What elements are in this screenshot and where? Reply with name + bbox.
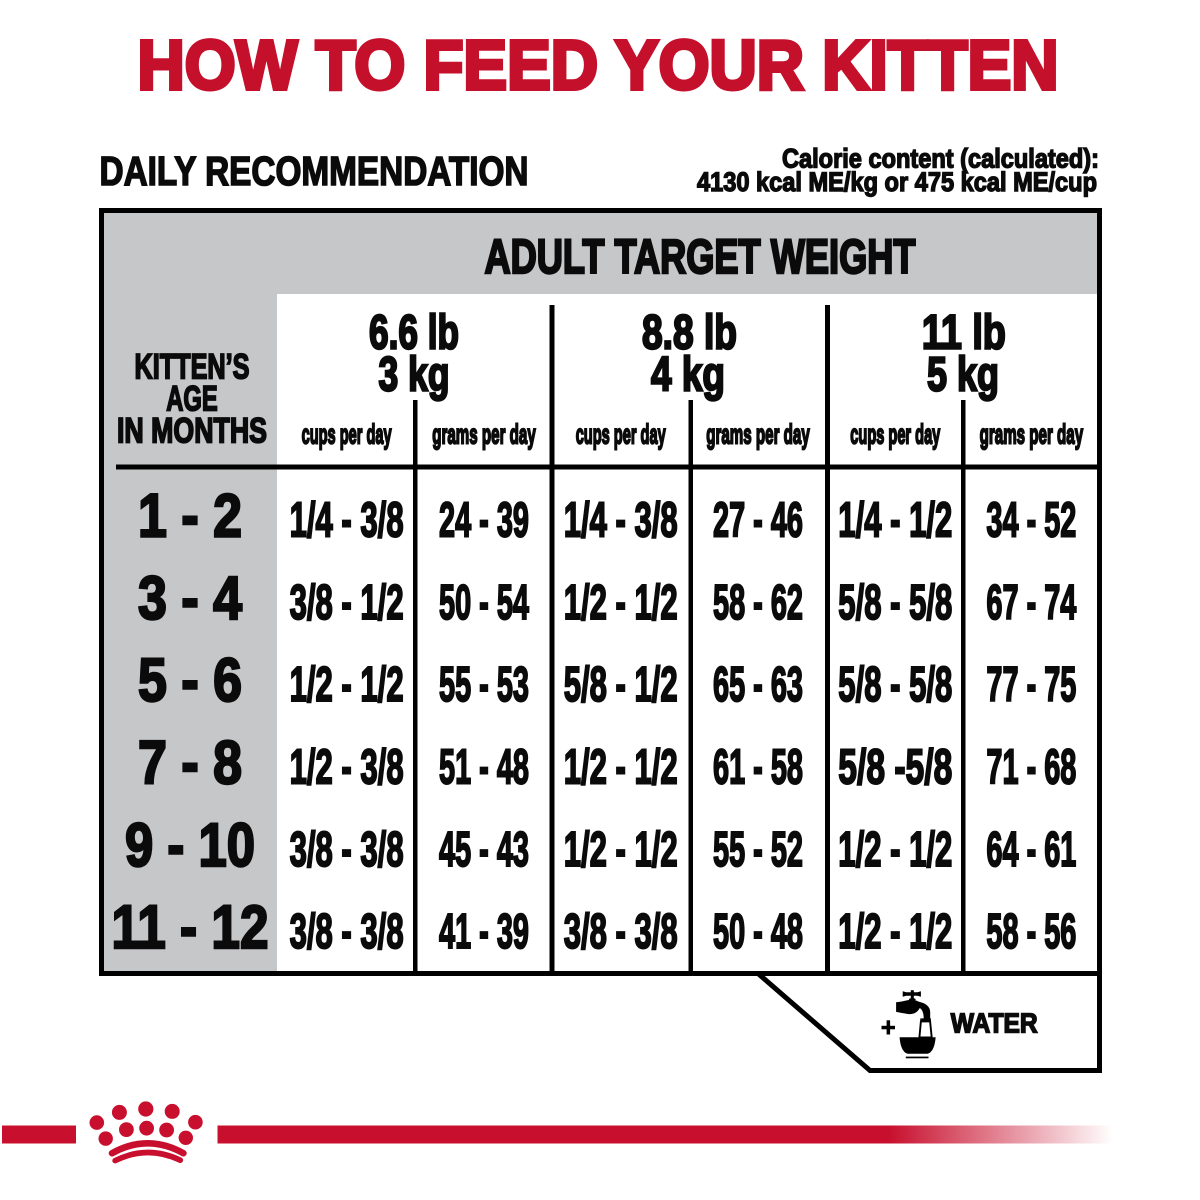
svg-text:1/2 - 1/2: 1/2 - 1/2 xyxy=(838,823,952,877)
svg-text:11 lb: 11 lb xyxy=(922,306,1006,360)
svg-text:grams per day: grams per day xyxy=(980,419,1084,450)
svg-text:3/8 - 3/8: 3/8 - 3/8 xyxy=(564,905,678,959)
svg-text:1/2 - 1/2: 1/2 - 1/2 xyxy=(838,905,952,959)
svg-text:6.6 lb: 6.6 lb xyxy=(369,306,459,360)
svg-text:64 - 61: 64 - 61 xyxy=(986,823,1076,877)
svg-text:HOW TO FEED YOUR KITTEN: HOW TO FEED YOUR KITTEN xyxy=(138,26,1059,104)
svg-text:1/2 - 1/2: 1/2 - 1/2 xyxy=(290,658,404,712)
svg-text:1/2 - 1/2: 1/2 - 1/2 xyxy=(564,741,678,795)
svg-text:grams per day: grams per day xyxy=(706,419,810,450)
svg-text:4 kg: 4 kg xyxy=(651,348,725,402)
svg-text:65 - 63: 65 - 63 xyxy=(713,658,803,712)
svg-text:1/4 - 1/2: 1/4 - 1/2 xyxy=(838,494,952,548)
svg-text:WATER: WATER xyxy=(951,1008,1038,1039)
svg-text:24 - 39: 24 - 39 xyxy=(439,494,529,548)
svg-text:cups per day: cups per day xyxy=(302,419,392,450)
svg-text:7 - 8: 7 - 8 xyxy=(138,729,242,797)
svg-text:3 - 4: 3 - 4 xyxy=(138,564,242,632)
svg-text:3/8 - 3/8: 3/8 - 3/8 xyxy=(290,905,404,959)
svg-text:58 - 62: 58 - 62 xyxy=(713,576,803,630)
svg-text:4130 kcal ME/kg or 475 kcal ME: 4130 kcal ME/kg or 475 kcal ME/cup xyxy=(697,167,1097,197)
svg-text:5 - 6: 5 - 6 xyxy=(138,646,242,714)
svg-text:AGE: AGE xyxy=(166,380,218,419)
svg-text:9 - 10: 9 - 10 xyxy=(125,811,255,879)
svg-text:50 - 54: 50 - 54 xyxy=(439,576,529,630)
svg-text:KITTEN’S: KITTEN’S xyxy=(135,348,250,387)
svg-text:58 - 56: 58 - 56 xyxy=(986,905,1076,959)
svg-text:45 - 43: 45 - 43 xyxy=(439,823,529,877)
svg-text:1/2 - 1/2: 1/2 - 1/2 xyxy=(564,576,678,630)
svg-text:5/8 - 5/8: 5/8 - 5/8 xyxy=(838,658,952,712)
svg-text:5/8 - 5/8: 5/8 - 5/8 xyxy=(838,576,952,630)
svg-text:55 - 52: 55 - 52 xyxy=(713,823,803,877)
svg-text:11 - 12: 11 - 12 xyxy=(112,893,269,961)
svg-text:5 kg: 5 kg xyxy=(927,348,999,402)
svg-text:71 - 68: 71 - 68 xyxy=(986,741,1076,795)
svg-text:1/4 - 3/8: 1/4 - 3/8 xyxy=(564,494,678,548)
svg-text:34 - 52: 34 - 52 xyxy=(986,494,1076,548)
svg-text:3 kg: 3 kg xyxy=(379,348,450,402)
svg-text:3/8 - 1/2: 3/8 - 1/2 xyxy=(290,576,404,630)
svg-text:50 - 48: 50 - 48 xyxy=(713,905,803,959)
svg-text:1/2 - 1/2: 1/2 - 1/2 xyxy=(564,823,678,877)
svg-text:DAILY RECOMMENDATION: DAILY RECOMMENDATION xyxy=(100,148,529,194)
svg-text:ADULT TARGET WEIGHT: ADULT TARGET WEIGHT xyxy=(485,231,916,284)
svg-text:3/8 - 3/8: 3/8 - 3/8 xyxy=(290,823,404,877)
svg-text:5/8 - 1/2: 5/8 - 1/2 xyxy=(564,658,678,712)
svg-text:cups per day: cups per day xyxy=(850,419,940,450)
svg-text:5/8 -5/8: 5/8 -5/8 xyxy=(838,741,952,795)
svg-text:61 - 58: 61 - 58 xyxy=(713,741,803,795)
svg-text:77 - 75: 77 - 75 xyxy=(986,658,1076,712)
svg-text:grams per day: grams per day xyxy=(432,419,536,450)
svg-text:Calorie content (calculated):: Calorie content (calculated): xyxy=(782,144,1099,174)
svg-text:1 - 2: 1 - 2 xyxy=(138,482,242,550)
svg-text:55 - 53: 55 - 53 xyxy=(439,658,529,712)
svg-text:1/2 - 3/8: 1/2 - 3/8 xyxy=(290,741,404,795)
svg-text:41 - 39: 41 - 39 xyxy=(439,905,529,959)
svg-text:67 - 74: 67 - 74 xyxy=(986,576,1076,630)
svg-text:8.8 lb: 8.8 lb xyxy=(642,306,737,360)
svg-text:IN MONTHS: IN MONTHS xyxy=(117,411,267,450)
svg-text:51 - 48: 51 - 48 xyxy=(439,741,529,795)
svg-text:27 - 46: 27 - 46 xyxy=(713,494,803,548)
svg-text:cups per day: cups per day xyxy=(576,419,666,450)
svg-text:1/4 - 3/8: 1/4 - 3/8 xyxy=(290,494,404,548)
